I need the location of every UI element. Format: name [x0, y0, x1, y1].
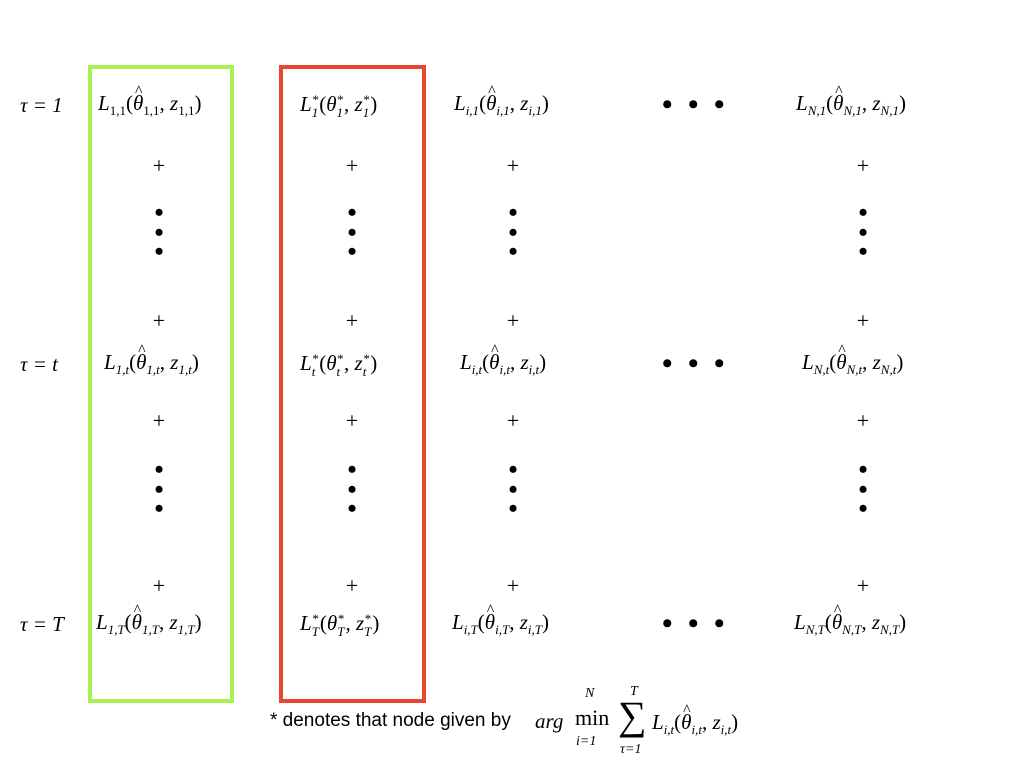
summation-symbol: ∑ — [618, 693, 647, 738]
horizontal-ellipsis-T: • • • — [662, 607, 729, 640]
plus-sign: + — [506, 573, 520, 598]
plus-sign: + — [152, 308, 166, 333]
sum-lower-limit: τ=1 — [620, 742, 642, 757]
plus-sign: + — [152, 408, 166, 433]
green-highlight-box — [88, 65, 234, 703]
plus-sign: + — [345, 308, 359, 333]
loss-N-T: LN,T(θN,T, zN,T) — [794, 603, 906, 636]
plus-sign: + — [345, 573, 359, 598]
vertical-ellipsis: • • • — [154, 198, 164, 266]
loss-1-1: L1,1(θ1,1, z1,1) — [98, 84, 201, 117]
tau-label-1: τ = 1 — [20, 93, 63, 117]
footnote: * denotes that node given by arg N min i… — [270, 670, 790, 760]
footnote-text: * denotes that node given by — [270, 710, 511, 731]
footnote-loss-expression: Li,t(θi,t, zi,t) — [652, 703, 738, 736]
loss-i-T: Li,T(θi,T, zi,T) — [452, 603, 549, 636]
min-lower-limit: i=1 — [576, 734, 597, 749]
min-upper-limit: N — [585, 686, 595, 701]
loss-1-T: L1,T(θ1,T, z1,T) — [96, 603, 202, 636]
horizontal-ellipsis-t: • • • — [662, 347, 729, 380]
plus-sign: + — [856, 308, 870, 333]
red-highlight-box — [279, 65, 426, 703]
tau-label-T: τ = T — [20, 612, 64, 636]
vertical-ellipsis: • • • — [508, 455, 518, 523]
plus-sign: + — [856, 153, 870, 178]
vertical-ellipsis: • • • — [347, 455, 357, 523]
vertical-ellipsis: • • • — [508, 198, 518, 266]
sum-upper-limit: T — [630, 684, 638, 699]
tau-label-t: τ = t — [20, 352, 59, 376]
vertical-ellipsis: • • • — [858, 198, 868, 266]
plus-sign: + — [506, 308, 520, 333]
plus-sign: + — [856, 573, 870, 598]
plus-sign: + — [506, 153, 520, 178]
loss-star-1: L * 1 (θ * 1, z * 1) — [300, 91, 378, 120]
plus-sign: + — [152, 573, 166, 598]
plus-sign: + — [506, 408, 520, 433]
vertical-ellipsis: • • • — [347, 198, 357, 266]
plus-sign: + — [345, 153, 359, 178]
vertical-ellipsis: • • • — [154, 455, 164, 523]
loss-N-1: LN,1(θN,1, zN,1) — [796, 84, 906, 117]
loss-1-t: L1,t(θ1,t, z1,t) — [104, 343, 199, 376]
loss-N-t: LN,t(θN,t, zN,t) — [802, 343, 903, 376]
loss-star-t: L * t (θ * t, z * t) — [300, 350, 378, 379]
footnote-arg: arg — [535, 709, 564, 733]
loss-i-1: Li,1(θi,1, zi,1) — [454, 84, 549, 117]
horizontal-ellipsis-1: • • • — [662, 88, 729, 121]
plus-sign: + — [345, 408, 359, 433]
plus-sign: + — [152, 153, 166, 178]
min-operator: min — [575, 705, 610, 730]
vertical-ellipsis: • • • — [858, 455, 868, 523]
plus-sign: + — [856, 408, 870, 433]
loss-i-t: Li,t(θi,t, zi,t) — [460, 343, 546, 376]
loss-star-T: L * T (θ * T, z * T) — [300, 610, 380, 639]
